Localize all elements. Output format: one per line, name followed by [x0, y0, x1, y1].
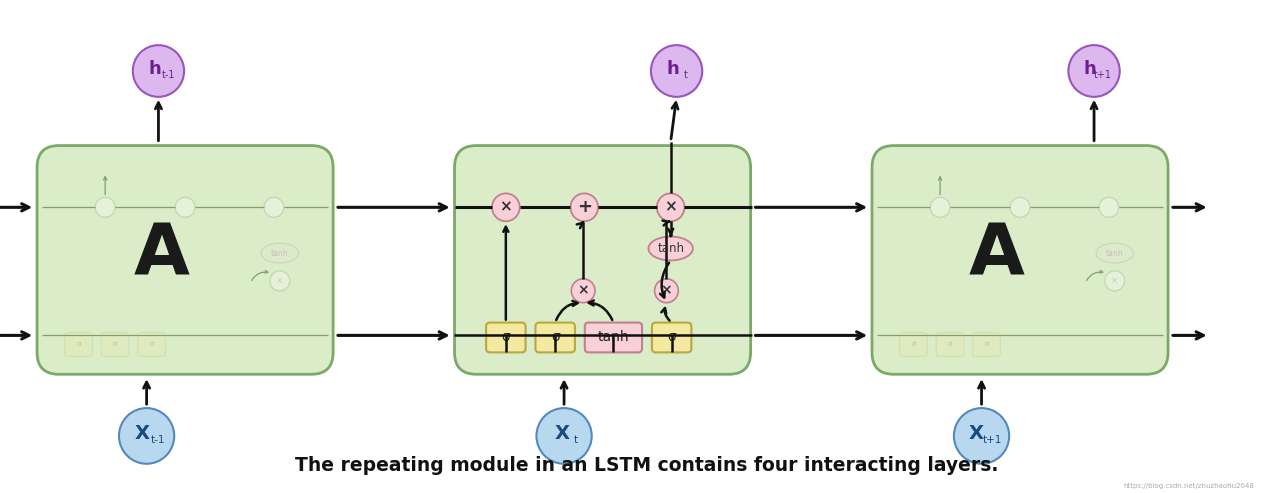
Text: ×: × — [660, 284, 672, 298]
FancyBboxPatch shape — [454, 145, 750, 374]
Text: t-1: t-1 — [161, 70, 175, 80]
Text: ×: × — [499, 200, 512, 215]
Text: +: + — [577, 198, 591, 216]
Ellipse shape — [649, 237, 692, 260]
Text: The repeating module in an LSTM contains four interacting layers.: The repeating module in an LSTM contains… — [296, 456, 998, 475]
FancyBboxPatch shape — [486, 322, 526, 352]
Circle shape — [1100, 197, 1119, 217]
Text: σ: σ — [502, 330, 511, 345]
FancyBboxPatch shape — [101, 332, 129, 356]
Text: A: A — [969, 221, 1024, 290]
Text: h: h — [1084, 60, 1097, 78]
Text: ×: × — [577, 284, 589, 298]
Text: tanh: tanh — [1106, 248, 1124, 257]
Circle shape — [931, 197, 950, 217]
Text: σ: σ — [911, 342, 915, 348]
Circle shape — [264, 197, 284, 217]
FancyBboxPatch shape — [65, 332, 92, 356]
Ellipse shape — [1096, 243, 1134, 263]
Circle shape — [571, 193, 598, 221]
FancyBboxPatch shape — [37, 145, 333, 374]
Text: σ: σ — [113, 342, 118, 348]
Text: σ: σ — [150, 342, 154, 348]
Circle shape — [571, 279, 595, 303]
FancyBboxPatch shape — [872, 145, 1169, 374]
FancyBboxPatch shape — [973, 332, 1000, 356]
Text: σ: σ — [77, 342, 81, 348]
Text: h: h — [148, 60, 161, 78]
Text: t: t — [684, 70, 687, 80]
Text: tanh: tanh — [271, 248, 289, 257]
Circle shape — [1069, 45, 1120, 97]
FancyBboxPatch shape — [652, 322, 691, 352]
Circle shape — [95, 197, 115, 217]
Circle shape — [133, 45, 184, 97]
Text: t+1: t+1 — [983, 435, 1002, 445]
Text: tanh: tanh — [598, 330, 630, 345]
Text: t+1: t+1 — [1094, 70, 1112, 80]
Text: ×: × — [664, 200, 677, 215]
FancyBboxPatch shape — [936, 332, 964, 356]
FancyBboxPatch shape — [535, 322, 575, 352]
Circle shape — [657, 193, 685, 221]
Text: X: X — [134, 424, 150, 443]
Text: tanh: tanh — [657, 242, 685, 255]
FancyBboxPatch shape — [900, 332, 927, 356]
Text: A: A — [133, 221, 189, 290]
FancyBboxPatch shape — [585, 322, 643, 352]
Circle shape — [652, 45, 703, 97]
Circle shape — [536, 408, 591, 464]
Text: h: h — [667, 60, 678, 78]
Text: ×: × — [1111, 277, 1119, 285]
Text: t-1: t-1 — [150, 435, 165, 445]
Circle shape — [1010, 197, 1030, 217]
Circle shape — [492, 193, 520, 221]
Text: σ: σ — [550, 330, 559, 345]
Circle shape — [654, 279, 678, 303]
Text: https://blog.csdn.net/zhuzhaohu2048: https://blog.csdn.net/zhuzhaohu2048 — [1123, 483, 1254, 489]
Circle shape — [954, 408, 1009, 464]
Ellipse shape — [261, 243, 298, 263]
Circle shape — [270, 271, 289, 291]
Text: σ: σ — [667, 330, 676, 345]
Circle shape — [119, 408, 174, 464]
Text: σ: σ — [947, 342, 952, 348]
Text: X: X — [554, 424, 570, 443]
Text: σ: σ — [984, 342, 988, 348]
Circle shape — [175, 197, 195, 217]
Text: ×: × — [276, 277, 283, 285]
FancyBboxPatch shape — [138, 332, 165, 356]
Text: t: t — [573, 435, 579, 445]
Circle shape — [1105, 271, 1125, 291]
Text: X: X — [969, 424, 984, 443]
